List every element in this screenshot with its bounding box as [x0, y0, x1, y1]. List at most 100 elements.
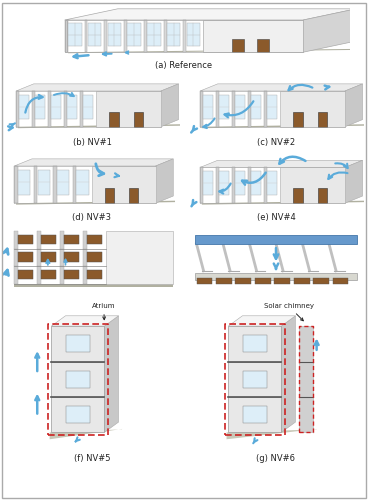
- Bar: [129, 188, 138, 203]
- Bar: [243, 406, 267, 423]
- Bar: [313, 278, 329, 283]
- Bar: [251, 94, 261, 119]
- Text: (f) NV#5: (f) NV#5: [74, 454, 110, 464]
- Bar: [35, 94, 45, 119]
- Polygon shape: [16, 84, 178, 91]
- Bar: [41, 270, 56, 279]
- Bar: [18, 252, 33, 262]
- Bar: [52, 362, 105, 397]
- Bar: [37, 231, 41, 248]
- Polygon shape: [161, 84, 178, 127]
- Bar: [64, 234, 79, 244]
- Bar: [106, 231, 173, 283]
- Bar: [57, 170, 69, 195]
- Bar: [228, 326, 281, 362]
- Bar: [264, 168, 267, 203]
- Polygon shape: [345, 84, 362, 127]
- Bar: [187, 23, 200, 46]
- Bar: [60, 266, 64, 283]
- Bar: [228, 362, 281, 397]
- Polygon shape: [68, 49, 360, 53]
- Bar: [195, 272, 357, 280]
- Polygon shape: [228, 316, 296, 326]
- Polygon shape: [52, 316, 118, 326]
- Bar: [232, 38, 244, 52]
- Bar: [203, 171, 213, 196]
- Bar: [37, 266, 41, 283]
- Bar: [267, 171, 277, 196]
- Polygon shape: [14, 159, 173, 166]
- Bar: [144, 20, 147, 52]
- Bar: [85, 20, 88, 52]
- Bar: [18, 170, 30, 195]
- Polygon shape: [105, 316, 118, 432]
- Bar: [232, 91, 235, 127]
- Bar: [147, 23, 160, 46]
- Bar: [280, 91, 345, 127]
- Bar: [72, 166, 76, 203]
- Bar: [232, 168, 235, 203]
- Polygon shape: [202, 124, 364, 128]
- Bar: [124, 20, 127, 52]
- Bar: [197, 278, 212, 283]
- Bar: [200, 91, 203, 127]
- Bar: [333, 278, 348, 283]
- Bar: [318, 188, 327, 203]
- Bar: [16, 91, 19, 127]
- Bar: [87, 234, 102, 244]
- Bar: [60, 231, 64, 248]
- Bar: [83, 266, 86, 283]
- Bar: [195, 235, 357, 244]
- Polygon shape: [200, 160, 362, 168]
- Bar: [248, 168, 251, 203]
- Bar: [18, 234, 33, 244]
- Bar: [38, 170, 50, 195]
- Text: Solar chimney: Solar chimney: [263, 303, 314, 321]
- Bar: [96, 91, 161, 127]
- Bar: [167, 23, 180, 46]
- Bar: [18, 270, 33, 279]
- Bar: [293, 188, 302, 203]
- Bar: [52, 326, 105, 362]
- Bar: [68, 23, 82, 46]
- Bar: [14, 266, 18, 283]
- Text: (c) NV#2: (c) NV#2: [257, 138, 295, 147]
- Bar: [203, 20, 303, 52]
- Bar: [52, 397, 105, 432]
- Bar: [67, 94, 77, 119]
- Bar: [83, 248, 86, 266]
- Polygon shape: [16, 200, 175, 204]
- Bar: [108, 23, 121, 46]
- Text: (b) NV#1: (b) NV#1: [72, 138, 112, 147]
- Bar: [19, 94, 29, 119]
- Bar: [80, 91, 83, 127]
- Bar: [64, 270, 79, 279]
- Bar: [88, 23, 101, 46]
- Bar: [104, 20, 107, 52]
- Bar: [228, 397, 281, 432]
- Bar: [51, 94, 61, 119]
- Bar: [163, 20, 167, 52]
- Bar: [216, 91, 219, 127]
- Bar: [267, 94, 277, 119]
- Bar: [48, 91, 51, 127]
- Bar: [219, 94, 229, 119]
- Bar: [65, 20, 68, 52]
- Text: (g) NV#6: (g) NV#6: [256, 454, 296, 464]
- Bar: [257, 38, 269, 52]
- Bar: [183, 20, 186, 52]
- Bar: [280, 168, 345, 203]
- Bar: [219, 171, 229, 196]
- Polygon shape: [345, 160, 362, 203]
- Polygon shape: [227, 429, 316, 440]
- Bar: [87, 270, 102, 279]
- Bar: [92, 166, 156, 203]
- Bar: [294, 278, 309, 283]
- Bar: [264, 91, 267, 127]
- Bar: [37, 248, 41, 266]
- Bar: [251, 171, 261, 196]
- Bar: [41, 252, 56, 262]
- Bar: [66, 370, 90, 388]
- Text: (d) NV#3: (d) NV#3: [72, 213, 112, 222]
- Bar: [14, 231, 18, 248]
